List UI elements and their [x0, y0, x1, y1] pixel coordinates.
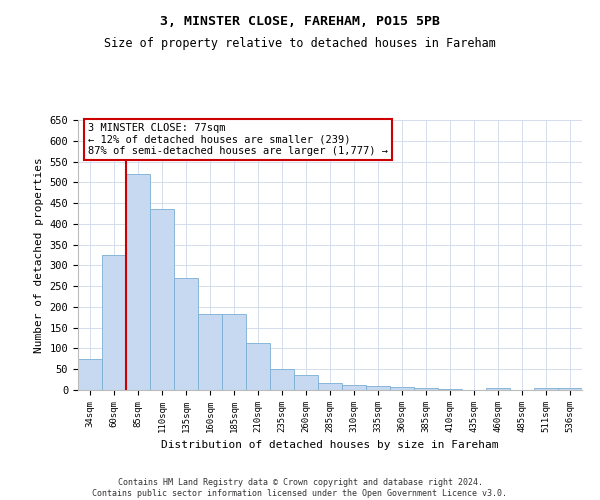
Bar	[438, 389, 462, 390]
X-axis label: Distribution of detached houses by size in Fareham: Distribution of detached houses by size …	[161, 440, 499, 450]
Bar	[126, 174, 150, 390]
Bar	[342, 385, 366, 390]
Bar	[390, 386, 414, 390]
Text: Contains HM Land Registry data © Crown copyright and database right 2024.
Contai: Contains HM Land Registry data © Crown c…	[92, 478, 508, 498]
Bar	[294, 376, 318, 390]
Bar	[534, 388, 558, 390]
Text: 3, MINSTER CLOSE, FAREHAM, PO15 5PB: 3, MINSTER CLOSE, FAREHAM, PO15 5PB	[160, 15, 440, 28]
Bar	[270, 369, 294, 390]
Bar	[318, 382, 342, 390]
Bar	[174, 278, 198, 390]
Bar	[78, 359, 102, 390]
Bar	[486, 388, 510, 390]
Y-axis label: Number of detached properties: Number of detached properties	[34, 157, 44, 353]
Bar	[246, 344, 270, 390]
Bar	[558, 388, 582, 390]
Bar	[366, 386, 390, 390]
Text: 3 MINSTER CLOSE: 77sqm
← 12% of detached houses are smaller (239)
87% of semi-de: 3 MINSTER CLOSE: 77sqm ← 12% of detached…	[88, 122, 388, 156]
Bar	[198, 314, 222, 390]
Bar	[102, 255, 126, 390]
Bar	[150, 210, 174, 390]
Bar	[414, 388, 438, 390]
Text: Size of property relative to detached houses in Fareham: Size of property relative to detached ho…	[104, 38, 496, 51]
Bar	[222, 314, 246, 390]
